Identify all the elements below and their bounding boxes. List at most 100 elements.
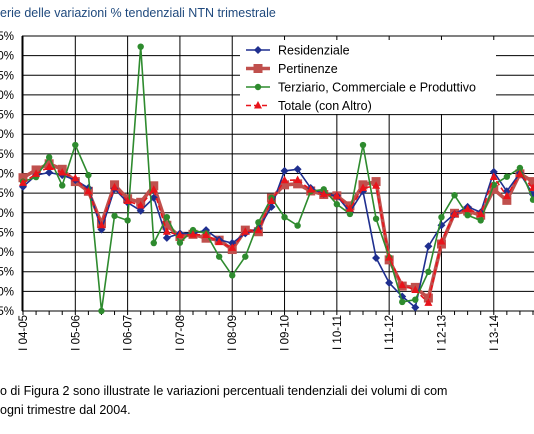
data-point-totale	[345, 204, 354, 212]
data-point-terziario	[438, 213, 445, 221]
data-point-pertinenze	[280, 180, 290, 190]
data-point-terziario	[516, 164, 524, 172]
chart-title: erie delle variazioni % tendenziali NTN …	[0, 6, 276, 20]
data-point-terziario	[503, 173, 511, 180]
data-point-totale	[398, 280, 407, 289]
data-point-totale	[189, 230, 197, 238]
data-point-terziario	[294, 222, 301, 229]
x-tick-label: I 07-08	[175, 315, 187, 351]
data-point-residenziale	[424, 242, 433, 251]
data-point-totale	[110, 182, 119, 191]
data-point-terziario	[215, 253, 223, 260]
data-point-terziario	[281, 213, 288, 221]
legend-marker-residenziale	[254, 46, 262, 54]
y-tick-label: 5%	[0, 70, 14, 82]
data-point-totale	[58, 168, 67, 176]
data-point-terziario	[137, 43, 144, 50]
data-point-totale	[228, 243, 237, 251]
data-point-terziario	[399, 298, 406, 306]
series-lines	[18, 43, 534, 315]
x-tick-label: I 09-10	[280, 315, 292, 351]
data-point-totale	[241, 227, 250, 235]
y-tick-label: 0%	[0, 286, 14, 298]
caption-line-2: ogni trimestre dal 2004.	[0, 403, 131, 417]
data-point-residenziale	[136, 206, 145, 215]
data-point-residenziale	[385, 278, 394, 287]
data-point-terziario	[45, 154, 53, 161]
data-point-residenziale	[280, 166, 289, 175]
data-point-residenziale	[45, 168, 54, 177]
data-point-terziario	[451, 191, 458, 199]
caption: o di Figura 2 sono illustrate le variazi…	[0, 382, 534, 420]
y-tick-label: 5%	[0, 306, 14, 318]
data-point-terziario	[372, 215, 380, 222]
legend-label-pertinenze: Pertinenze	[278, 62, 338, 76]
data-point-totale	[450, 209, 459, 217]
data-point-totale	[319, 189, 328, 198]
data-point-terziario	[346, 210, 354, 218]
data-point-terziario	[111, 212, 118, 220]
y-tick-label: 0%	[0, 169, 14, 181]
data-point-pertinenze	[162, 220, 172, 230]
y-tick-label: 5%	[0, 149, 14, 161]
data-point-terziario	[229, 272, 236, 279]
x-tick-label: I 08-09	[227, 315, 239, 351]
legend-marker-pertinenze	[253, 64, 263, 73]
data-point-terziario	[85, 171, 92, 179]
caption-line-1: o di Figura 2 sono illustrate le variazi…	[0, 384, 448, 398]
data-point-residenziale	[267, 202, 276, 211]
x-tick-label: I 04-05	[18, 315, 30, 351]
data-point-totale	[149, 185, 158, 193]
data-point-terziario	[255, 219, 262, 226]
data-point-totale	[332, 191, 341, 199]
data-point-totale	[502, 191, 511, 200]
data-point-residenziale	[162, 233, 171, 242]
data-point-pertinenze	[489, 184, 499, 194]
y-tick-label: 0%	[0, 51, 14, 63]
data-point-terziario	[72, 141, 79, 149]
data-point-totale	[529, 183, 534, 192]
data-point-pertinenze	[502, 195, 512, 205]
x-tick-label: I 12-13	[436, 315, 448, 351]
data-point-terziario	[333, 201, 341, 208]
data-point-residenziale	[372, 253, 381, 262]
data-point-totale	[424, 298, 433, 306]
data-point-terziario	[176, 239, 184, 246]
data-point-totale	[359, 183, 367, 192]
data-point-terziario	[477, 217, 484, 224]
data-point-terziario	[412, 296, 419, 303]
data-point-totale	[71, 173, 80, 182]
data-point-totale	[215, 237, 224, 246]
data-point-totale	[293, 175, 302, 183]
data-point-totale	[97, 220, 106, 229]
series-line-terziario	[22, 45, 534, 312]
data-point-residenziale	[411, 303, 420, 312]
legend-marker-terziario	[254, 83, 262, 91]
x-axis: I 04-05 I 05-06 I 06-07 I 07-08 I 08-09 I 09-…	[18, 311, 534, 351]
data-point-terziario	[98, 307, 105, 315]
data-point-terziario	[320, 186, 327, 193]
data-point-residenziale	[489, 167, 498, 176]
data-point-totale	[267, 196, 276, 204]
data-point-terziario	[59, 182, 66, 189]
x-tick-label: I 10-11	[332, 315, 344, 350]
data-point-totale	[515, 169, 524, 178]
y-tick-label: 5%	[0, 110, 14, 122]
data-point-pertinenze	[201, 233, 211, 243]
data-point-totale	[306, 185, 315, 193]
y-tick-label: 0%	[0, 90, 14, 102]
data-point-terziario	[359, 141, 367, 149]
data-point-residenziale	[502, 187, 511, 196]
data-point-terziario	[529, 196, 534, 203]
data-point-totale	[489, 172, 498, 181]
data-point-totale	[437, 236, 446, 245]
y-tick-label: 5%	[0, 31, 14, 43]
legend: Residenziale Pertinenze Terziario, Commerc…	[240, 40, 496, 114]
data-point-totale	[84, 186, 93, 195]
y-tick-label: 0%	[0, 247, 14, 259]
line-chart: 5%0%5%0%5%0%5%0%5%0%5%0%5%0%5% I 04-05 I …	[0, 31, 534, 351]
legend-label-residenziale: Residenziale	[278, 44, 350, 58]
y-tick-label: 5%	[0, 227, 14, 239]
data-point-totale	[45, 162, 54, 171]
data-point-totale	[19, 178, 27, 186]
